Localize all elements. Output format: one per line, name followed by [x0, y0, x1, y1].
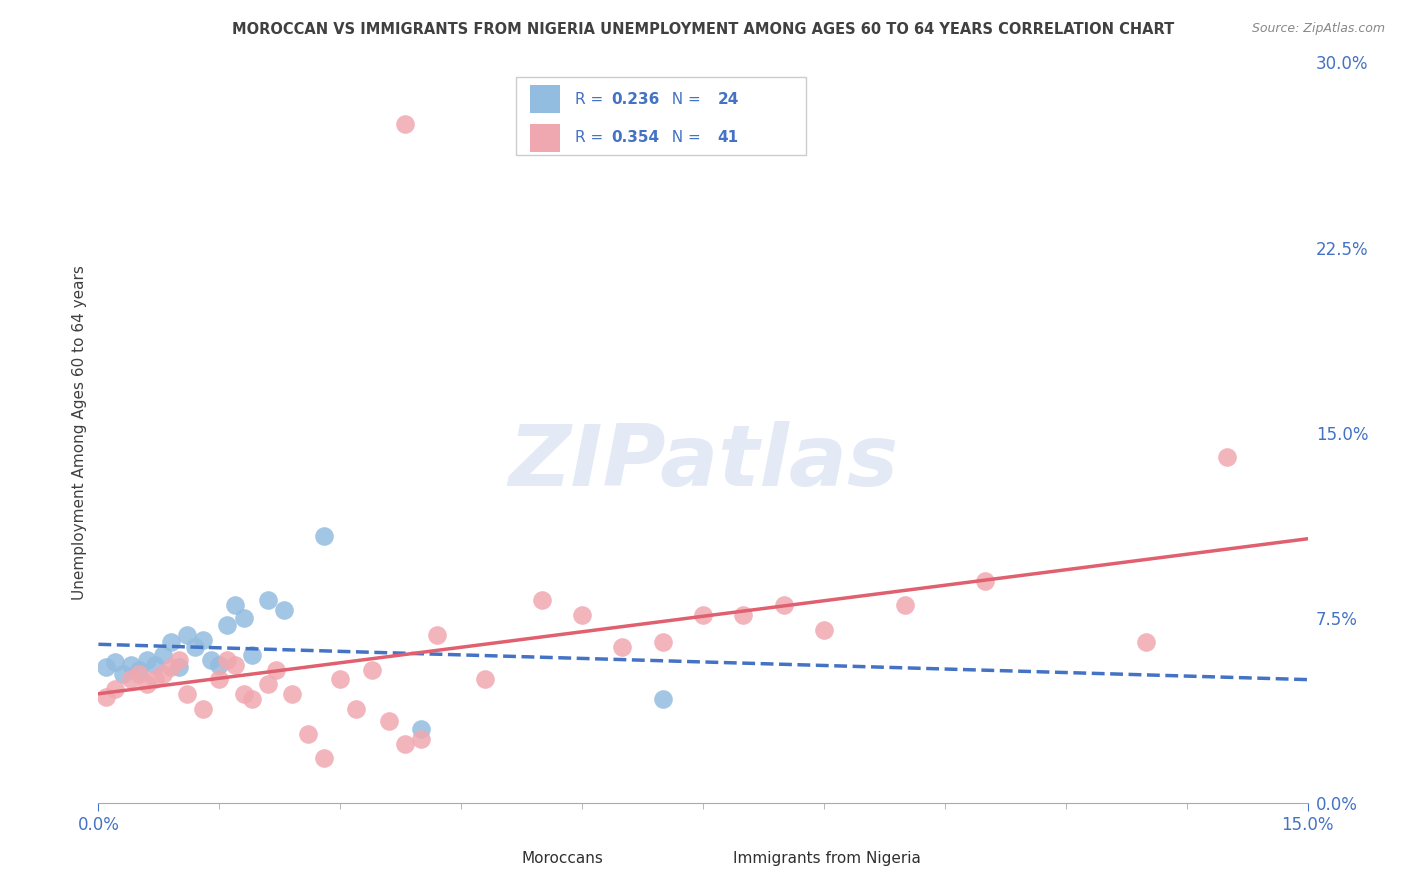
Text: Source: ZipAtlas.com: Source: ZipAtlas.com	[1251, 22, 1385, 36]
Text: ZIPatlas: ZIPatlas	[508, 421, 898, 504]
Point	[193, 702, 215, 716]
Point	[893, 599, 915, 613]
Point	[167, 660, 190, 674]
Point	[128, 663, 150, 677]
Point	[217, 618, 239, 632]
Point	[1135, 635, 1157, 649]
Point	[409, 722, 432, 736]
Point	[256, 677, 278, 691]
Point	[344, 702, 367, 716]
Point	[217, 653, 239, 667]
Point	[273, 603, 295, 617]
Point	[394, 117, 416, 131]
FancyBboxPatch shape	[467, 847, 509, 871]
Point	[314, 529, 336, 543]
Point	[96, 660, 118, 674]
Text: 0.236: 0.236	[612, 92, 659, 106]
Point	[103, 655, 125, 669]
Point	[651, 635, 673, 649]
Text: Immigrants from Nigeria: Immigrants from Nigeria	[734, 851, 921, 866]
Point	[184, 640, 207, 655]
Text: 0.354: 0.354	[612, 130, 659, 145]
Text: N =: N =	[662, 130, 706, 145]
Point	[208, 673, 231, 687]
Point	[224, 599, 246, 613]
Point	[120, 657, 142, 672]
Point	[733, 608, 755, 623]
Point	[120, 673, 142, 687]
Point	[281, 687, 304, 701]
FancyBboxPatch shape	[530, 85, 561, 113]
Point	[361, 663, 384, 677]
Point	[297, 727, 319, 741]
Point	[111, 667, 134, 681]
Point	[103, 682, 125, 697]
Point	[167, 653, 190, 667]
Point	[160, 635, 183, 649]
Point	[571, 608, 593, 623]
FancyBboxPatch shape	[679, 847, 721, 871]
Point	[143, 673, 166, 687]
Point	[813, 623, 835, 637]
Point	[772, 599, 794, 613]
Text: 41: 41	[717, 130, 738, 145]
Point	[128, 667, 150, 681]
Point	[224, 657, 246, 672]
Text: 24: 24	[717, 92, 740, 106]
Point	[232, 687, 254, 701]
Text: R =: R =	[575, 130, 607, 145]
Point	[426, 628, 449, 642]
Text: Moroccans: Moroccans	[522, 851, 603, 866]
Text: MOROCCAN VS IMMIGRANTS FROM NIGERIA UNEMPLOYMENT AMONG AGES 60 TO 64 YEARS CORRE: MOROCCAN VS IMMIGRANTS FROM NIGERIA UNEM…	[232, 22, 1174, 37]
Point	[264, 663, 287, 677]
Point	[208, 657, 231, 672]
Point	[651, 692, 673, 706]
Point	[377, 714, 399, 729]
FancyBboxPatch shape	[530, 124, 561, 152]
Point	[394, 737, 416, 751]
Point	[612, 640, 634, 655]
Text: R =: R =	[575, 92, 607, 106]
Point	[240, 692, 263, 706]
FancyBboxPatch shape	[516, 78, 806, 155]
Point	[256, 593, 278, 607]
Point	[692, 608, 714, 623]
Point	[176, 628, 198, 642]
Point	[160, 660, 183, 674]
Y-axis label: Unemployment Among Ages 60 to 64 years: Unemployment Among Ages 60 to 64 years	[72, 265, 87, 600]
Point	[152, 648, 174, 662]
Point	[200, 653, 222, 667]
Point	[193, 632, 215, 647]
Point	[152, 667, 174, 681]
Point	[1216, 450, 1239, 465]
Text: N =: N =	[662, 92, 706, 106]
Point	[530, 593, 553, 607]
Point	[143, 657, 166, 672]
Point	[232, 610, 254, 624]
Point	[135, 653, 157, 667]
Point	[409, 731, 432, 746]
Point	[96, 690, 118, 704]
Point	[135, 677, 157, 691]
Point	[474, 673, 496, 687]
Point	[329, 673, 352, 687]
Point	[974, 574, 997, 588]
Point	[314, 751, 336, 765]
Point	[176, 687, 198, 701]
Point	[240, 648, 263, 662]
